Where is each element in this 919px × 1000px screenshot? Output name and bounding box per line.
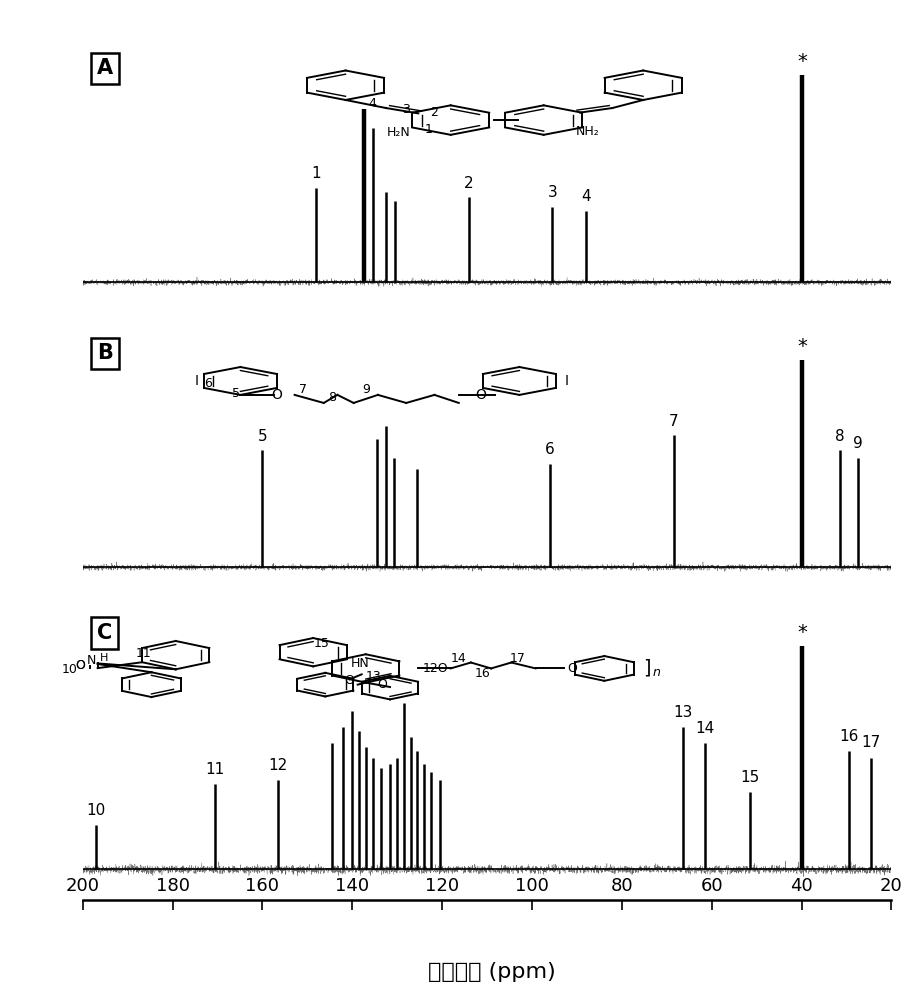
Text: 3: 3 bbox=[403, 103, 410, 116]
Text: 17: 17 bbox=[510, 652, 526, 665]
Text: 10: 10 bbox=[86, 803, 106, 818]
Text: 7: 7 bbox=[299, 383, 307, 396]
Text: O: O bbox=[377, 678, 387, 691]
Text: H₂N: H₂N bbox=[387, 126, 410, 139]
Text: 15: 15 bbox=[741, 770, 759, 785]
Text: O: O bbox=[567, 662, 577, 675]
Text: 7: 7 bbox=[669, 414, 678, 429]
Text: *: * bbox=[797, 52, 807, 71]
Text: 16: 16 bbox=[839, 729, 858, 744]
Text: 14: 14 bbox=[451, 652, 467, 665]
Text: 5: 5 bbox=[233, 387, 241, 400]
Text: 13: 13 bbox=[673, 705, 692, 720]
Text: O: O bbox=[74, 659, 85, 672]
Text: I: I bbox=[194, 374, 199, 388]
Text: 17: 17 bbox=[862, 735, 880, 750]
Text: *: * bbox=[797, 337, 807, 356]
Text: 14: 14 bbox=[696, 721, 715, 736]
Text: 8: 8 bbox=[835, 429, 845, 444]
Text: 1: 1 bbox=[425, 123, 433, 136]
Text: I: I bbox=[564, 374, 569, 388]
Text: 11: 11 bbox=[135, 647, 152, 660]
Text: 4: 4 bbox=[369, 97, 376, 110]
Text: B: B bbox=[97, 343, 113, 363]
Text: O: O bbox=[345, 674, 355, 687]
Text: N: N bbox=[86, 654, 96, 667]
Text: n: n bbox=[653, 666, 661, 679]
Text: 13: 13 bbox=[366, 670, 381, 683]
Text: H: H bbox=[100, 653, 108, 663]
Text: 9: 9 bbox=[853, 436, 863, 451]
Text: 化学位移 (ppm): 化学位移 (ppm) bbox=[427, 962, 556, 982]
Text: O: O bbox=[74, 659, 85, 672]
Text: 12O: 12O bbox=[423, 662, 448, 675]
Text: 3: 3 bbox=[548, 185, 557, 200]
Text: 2: 2 bbox=[464, 176, 474, 191]
Text: O: O bbox=[271, 388, 282, 402]
Text: 11: 11 bbox=[206, 762, 225, 777]
Text: 10: 10 bbox=[62, 663, 77, 676]
Text: 1: 1 bbox=[312, 166, 321, 181]
Text: 15: 15 bbox=[313, 637, 329, 650]
Text: O: O bbox=[475, 388, 486, 402]
Text: A: A bbox=[97, 58, 113, 78]
Text: 6: 6 bbox=[204, 377, 212, 390]
Text: NH₂: NH₂ bbox=[576, 125, 600, 138]
Text: 5: 5 bbox=[257, 429, 267, 444]
Text: 16: 16 bbox=[475, 667, 491, 680]
Text: 4: 4 bbox=[581, 189, 591, 204]
Text: C: C bbox=[97, 623, 112, 643]
Text: 2: 2 bbox=[431, 106, 438, 119]
Text: 8: 8 bbox=[328, 391, 335, 404]
Text: 6: 6 bbox=[545, 442, 555, 457]
Text: HN: HN bbox=[351, 657, 370, 670]
Text: ]: ] bbox=[643, 659, 651, 678]
Text: 12: 12 bbox=[268, 758, 288, 773]
Text: 9: 9 bbox=[362, 383, 369, 396]
Text: *: * bbox=[797, 623, 807, 642]
